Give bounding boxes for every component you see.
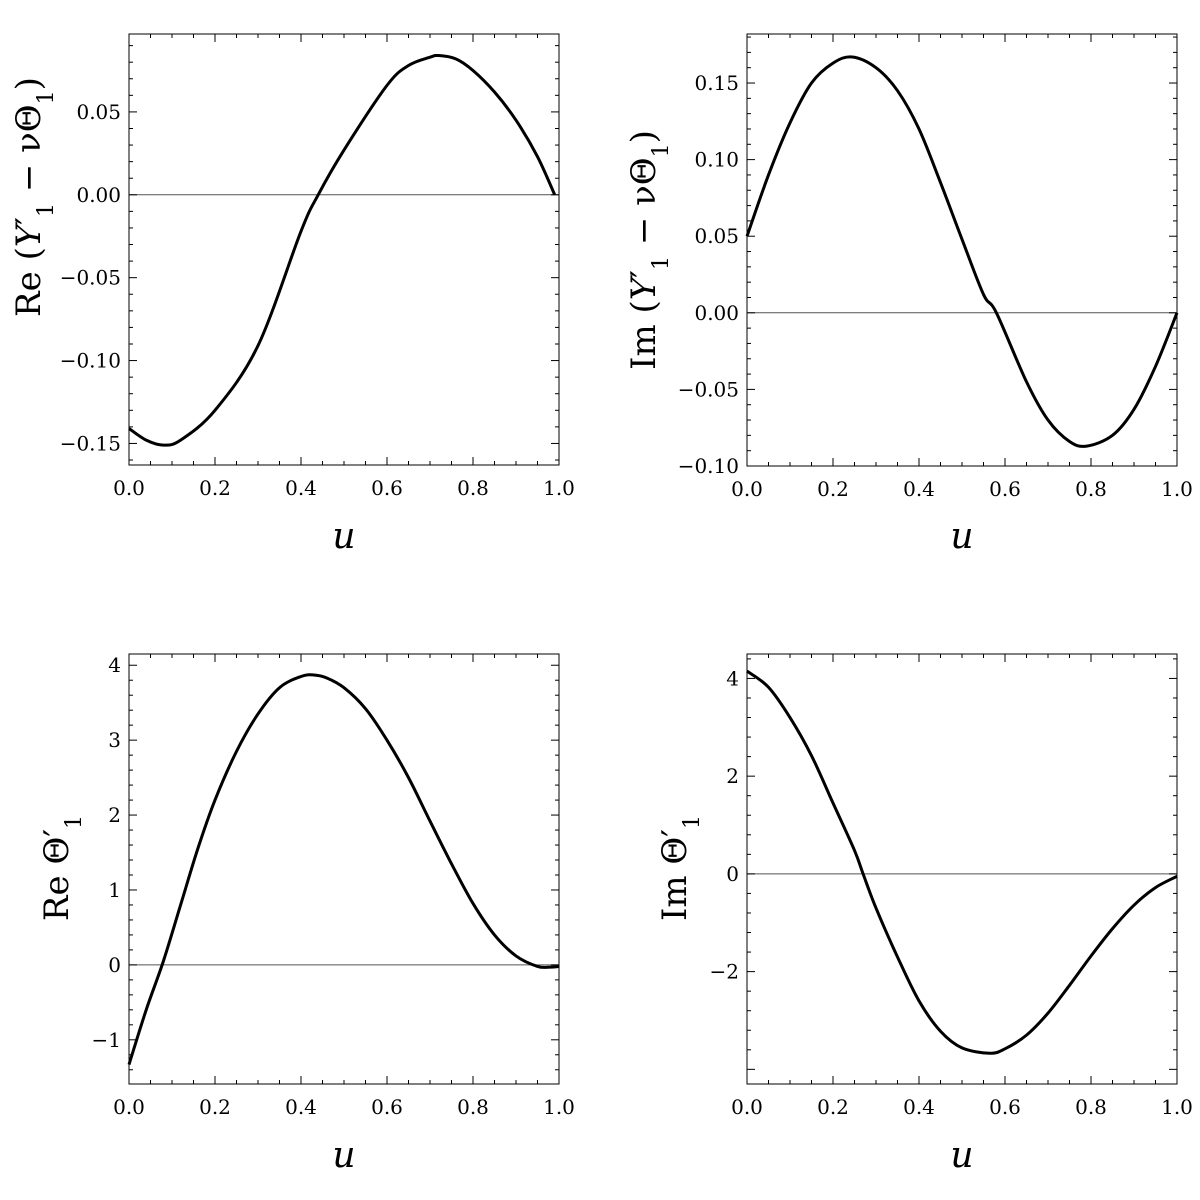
x-tick-label: 0.6 xyxy=(371,1095,403,1119)
panel-2-ylabel: Im (Y′1 − νΘ1) xyxy=(624,130,674,370)
panel-2-xlabel: u xyxy=(950,516,973,557)
y-tick-label: 3 xyxy=(108,728,121,752)
x-tick-label: 0.2 xyxy=(817,1095,849,1119)
y-tick-label: 0.00 xyxy=(694,301,739,325)
panel-im-y1-minus-nu-theta1: 0.0 0.2 0.4 0.6 0.8 1.0 −0.10 −0.05 0.00 0.05 0.10… xyxy=(624,33,1193,557)
panel-1-marks: 0.0 0.2 0.4 0.6 0.8 1.0 −0.15 −0.10 −0.05 0.00 0.0… xyxy=(60,33,575,500)
panel-1-xlabel: u xyxy=(332,516,355,557)
y-tick-label: 0.15 xyxy=(694,71,739,95)
x-tick-label: 0.2 xyxy=(199,476,231,500)
plot-frame xyxy=(128,653,560,1085)
panel-4-ylabel: Im Θ′1 xyxy=(655,815,705,921)
x-tick-label: 1.0 xyxy=(1161,477,1193,501)
y-tick-label: 4 xyxy=(726,666,739,690)
y-tick-label: −0.05 xyxy=(678,377,739,401)
x-tick-label: 0.8 xyxy=(457,1095,489,1119)
plot-frame xyxy=(128,33,560,466)
y-tick-label: −0.10 xyxy=(678,454,739,478)
x-tick-label: 1.0 xyxy=(543,476,575,500)
series-line xyxy=(128,53,557,447)
y-tick-label: 0.10 xyxy=(694,148,739,172)
x-tick-label: 0.0 xyxy=(113,476,145,500)
x-tick-label: 0.8 xyxy=(1075,1095,1107,1119)
panel-3-ylabel: Re Θ′1 xyxy=(37,815,87,921)
x-tick-label: 1.0 xyxy=(543,1095,575,1119)
y-tick-label: −1 xyxy=(92,1028,121,1052)
y-tick-label: −0.15 xyxy=(60,431,121,455)
x-tick-label: 0.6 xyxy=(989,1095,1021,1119)
panel-3-marks: 0.0 0.2 0.4 0.6 0.8 1.0 −1 0 1 2 3 4 xyxy=(92,653,575,1119)
series-line xyxy=(127,673,560,1065)
x-tick-label: 0.4 xyxy=(285,1095,317,1119)
panel-im-theta1-prime: 0.0 0.2 0.4 0.6 0.8 1.0 −2 0 2 4 Im Θ′1 u xyxy=(655,653,1193,1176)
y-tick-label: 0.05 xyxy=(76,100,121,124)
y-tick-label: 0 xyxy=(726,862,739,886)
y-tick-label: 0 xyxy=(108,953,121,977)
panel-3-xlabel: u xyxy=(332,1135,355,1176)
y-tick-label: −0.10 xyxy=(60,349,121,373)
series-line xyxy=(746,669,1178,1055)
x-tick-label: 1.0 xyxy=(1161,1095,1193,1119)
panel-4-xlabel: u xyxy=(950,1135,973,1176)
x-tick-label: 0.0 xyxy=(113,1095,145,1119)
x-tick-label: 0.8 xyxy=(457,476,489,500)
y-tick-label: 0.00 xyxy=(76,183,121,207)
x-tick-label: 0.6 xyxy=(989,477,1021,501)
y-tick-label: −2 xyxy=(710,960,739,984)
x-tick-label: 0.2 xyxy=(199,1095,231,1119)
panel-2-marks: 0.0 0.2 0.4 0.6 0.8 1.0 −0.10 −0.05 0.00 0.05 0.10… xyxy=(678,33,1193,501)
x-tick-label: 0.8 xyxy=(1075,477,1107,501)
x-tick-label: 0.4 xyxy=(285,476,317,500)
x-tick-label: 0.0 xyxy=(731,477,763,501)
y-tick-label: 0.05 xyxy=(694,224,739,248)
x-tick-label: 0.4 xyxy=(903,477,935,501)
plot-frame xyxy=(746,653,1178,1085)
y-tick-label: 2 xyxy=(108,803,121,827)
panel-re-y1-minus-nu-theta1: 0.0 0.2 0.4 0.6 0.8 1.0 −0.15 −0.10 −0.05 0.00 0.0… xyxy=(9,33,575,557)
series-line xyxy=(745,55,1179,448)
x-tick-label: 0.6 xyxy=(371,476,403,500)
x-tick-label: 0.0 xyxy=(731,1095,763,1119)
y-tick-label: −0.05 xyxy=(60,266,121,290)
panel-4-marks: 0.0 0.2 0.4 0.6 0.8 1.0 −2 0 2 4 xyxy=(710,653,1193,1119)
panel-1-ylabel: Re (Y′1 − νΘ1) xyxy=(9,77,59,317)
y-tick-label: 2 xyxy=(726,764,739,788)
y-tick-label: 4 xyxy=(108,653,121,677)
y-tick-label: 1 xyxy=(108,878,121,902)
x-tick-label: 0.4 xyxy=(903,1095,935,1119)
plot-frame xyxy=(746,33,1178,467)
x-tick-label: 0.2 xyxy=(817,477,849,501)
panel-re-theta1-prime: 0.0 0.2 0.4 0.6 0.8 1.0 −1 0 1 2 3 4 Re Θ′1 u xyxy=(37,653,575,1176)
